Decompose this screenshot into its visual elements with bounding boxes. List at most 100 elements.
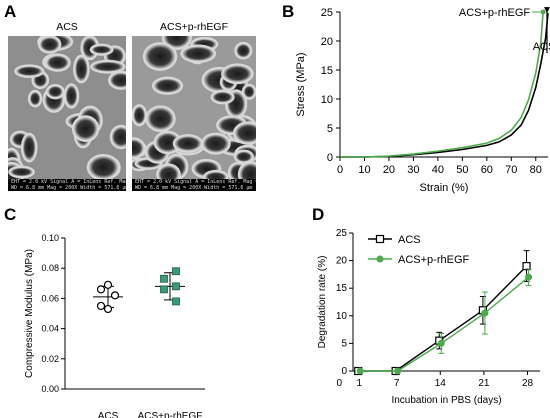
y-tick-label: 10 [336,311,348,322]
x-tick-label: 0 [337,164,343,176]
data-point-acs [103,280,113,289]
y-tick-label: 0 [327,152,333,164]
sem-pore [111,126,131,148]
y-tick-label: 25 [336,228,348,239]
panel-letter-b: B [282,2,295,21]
sem-pore [133,106,146,125]
legend-label: ACS [398,234,421,246]
annotation-acs: ACS [533,41,550,53]
sem-pore [147,107,174,131]
data-point-acs [96,301,106,311]
sem-pore [47,85,63,98]
sem-pore [92,61,124,72]
data-point-acs [96,285,106,294]
panel-letter-d: D [312,205,325,224]
x-tick-label: 40 [432,164,444,176]
stress-strain-chart: 0 5 10 15 20 25 0 10 20 30 40 50 60 70 80 Strain (%) Str… [295,7,550,194]
category-label: ACS [98,411,119,418]
sem-meta-line2: WD = 6.8 mm Mag = 200X Width = 571.6 μm [11,185,126,191]
data-point-acs-egf [160,274,168,283]
sem-pore [182,46,215,62]
sem-meta-acs-egf: EHT = 2.0 kV Signal A = InLens Ref. Mag … [132,179,256,191]
series-line [358,265,527,372]
series-line [360,276,529,372]
y-tick-label: 0.10 [41,233,59,243]
y-tick-label: 15 [336,283,348,294]
sem-pore [22,134,36,161]
sem-pore [144,44,176,69]
legend-label: ACS+p-rhEGF [398,254,469,266]
x-tick-label: 14 [435,378,447,389]
y-axis-label: Compressive Modulus (MPa) [24,249,35,378]
x-tick-label: 70 [505,164,517,176]
sem-pore [243,85,255,98]
y-tick-label: 10 [321,94,333,106]
data-point-acs-egf [172,297,180,306]
data-point-acs-egf [160,285,168,294]
sem-pore [236,43,251,58]
y-tick-label: 20 [321,36,333,48]
sem-texture-acs-egf [120,24,264,188]
sem-title-acs-egf: ACS+p-rhEGF [160,21,228,33]
y-tick-label: 5 [341,338,347,349]
sem-title-acs: ACS [56,21,78,33]
data-point-acs [103,304,113,314]
data-point-acs [522,262,531,271]
sem-pore [223,65,252,83]
x-tick-label: 20 [383,164,395,176]
series-end-marker [540,9,546,15]
x-tick-label: 0 [337,378,343,389]
data-point-acs [110,291,120,300]
x-tick-label: 28 [522,378,534,389]
y-tick-label: 20 [336,256,348,267]
sem-pore [153,78,182,93]
x-tick-label: 50 [456,164,468,176]
x-tick-label: 60 [481,164,493,176]
panel-letter-c: C [4,205,17,224]
y-tick-label: 0.02 [41,354,59,364]
sem-pore [75,56,88,82]
y-tick-label: 5 [327,123,333,135]
y-tick-label: 0 [341,366,347,377]
sem-meta-line1: EHT = 2.0 kV Signal A = InLens Ref. Mag … [11,179,126,185]
sem-pore [174,136,202,151]
sem-pore [88,156,119,179]
sem-meta-line1: EHT = 2.0 kV Signal A = InLens Ref. Mag … [135,179,256,185]
y-tick-label: 0.06 [41,293,59,303]
sem-texture-acs [0,32,134,188]
x-tick-label: 80 [530,164,542,176]
series-line-acs-egf [340,11,544,158]
y-tick-label: 15 [321,65,333,77]
y-tick-label: 25 [321,7,333,19]
data-point-acs-egf [481,309,489,317]
sem-pore [29,91,41,106]
annotation-acs-egf: ACS+p-rhEGF [459,7,530,19]
sem-pore [65,85,78,107]
compressive-modulus-chart: 0.00 0.02 0.04 0.06 0.08 0.10 Compressive Modu… [24,233,205,418]
y-axis-label: Stress (MPa) [295,52,307,116]
sem-pore [212,91,233,103]
sem-pore [91,45,112,54]
y-axis-label: Degradation rate (%) [317,256,328,349]
sem-pore [73,117,98,140]
x-axis-label: Incubation in PBS (days) [391,395,501,406]
legend-marker [376,255,384,263]
sem-pore [16,66,43,76]
legend-marker [375,234,385,244]
data-point-acs-egf [437,339,445,347]
sem-pore [39,37,60,52]
series-line-acs [340,13,549,158]
data-point-acs-egf [356,367,364,375]
category-label: ACS+p-rhEGF [138,411,203,418]
sem-pore [155,132,180,153]
data-point-acs-egf [172,282,180,291]
sem-meta-acs: EHT = 2.0 kV Signal A = InLens Ref. Mag … [8,179,126,191]
x-axis-label: Strain (%) [420,182,469,194]
sem-image-acs: EHT = 2.0 kV Signal A = InLens Ref. Mag … [0,32,134,191]
sem-pore [202,134,229,153]
data-point-acs-egf [172,267,180,276]
data-point-acs-egf [525,273,533,281]
x-tick-label: 30 [407,164,419,176]
x-tick-label: 21 [478,378,490,389]
